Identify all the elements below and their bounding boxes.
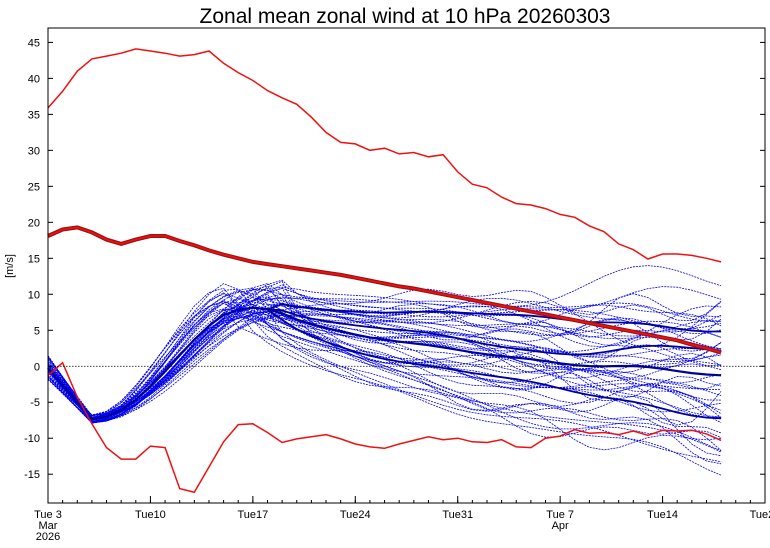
ensemble-member-line [47, 298, 722, 423]
ensemble-member-line [47, 303, 722, 426]
ensemble-member-line [47, 314, 722, 422]
y-tick-label: -5 [30, 397, 40, 409]
x-tick-label: Tue 3 [34, 509, 62, 521]
x-tick-label: Tue24 [340, 509, 371, 521]
climatology-min-line [47, 361, 722, 494]
y-tick-label: 10 [28, 289, 40, 301]
ensemble-mean-line [47, 306, 722, 421]
y-tick-label: 45 [28, 37, 40, 49]
ensemble-member-line [47, 315, 722, 465]
y-tick-label: 30 [28, 145, 40, 157]
y-tick-label: 15 [28, 253, 40, 265]
ensemble-member-line [47, 315, 722, 451]
ensemble-member-line [47, 287, 722, 452]
ensemble-member-line [47, 300, 722, 420]
ensemble-member-line [47, 287, 722, 417]
ensemble-member-line [47, 289, 722, 416]
x-tick-sublabel: Mar [39, 520, 58, 532]
ensemble-member-line [47, 288, 722, 416]
x-tick-label: Tue14 [647, 509, 678, 521]
ensemble-member-line [47, 286, 722, 419]
y-tick-label: -10 [24, 433, 40, 445]
ensemble-member-line [47, 296, 722, 423]
ensemble-member-line [47, 285, 722, 419]
y-tick-label: 20 [28, 217, 40, 229]
ensemble-member-line [47, 265, 722, 424]
y-tick-label: 40 [28, 73, 40, 85]
ensemble-member-line [47, 296, 722, 417]
y-tick-label: 0 [34, 361, 40, 373]
ensemble-member-line [47, 297, 722, 423]
y-axis-label: [m/s] [4, 254, 16, 278]
ensemble-member-line [47, 293, 722, 416]
ensemble-member-line [47, 302, 722, 419]
ensemble-member-line [47, 296, 722, 416]
plot-frame [47, 27, 766, 504]
climatology-mean-line [47, 226, 722, 354]
ensemble-member-line [47, 283, 722, 419]
ensemble-member-line [47, 288, 722, 422]
ensemble-member-line [47, 306, 722, 423]
climatology-mean-line-outline [47, 225, 722, 355]
x-tick-label: Tue10 [135, 509, 166, 521]
x-tick-label: Tue31 [442, 509, 473, 521]
x-tick-sublabel: 2026 [36, 531, 60, 543]
y-tick-label: 25 [28, 181, 40, 193]
x-tick-label: Tue21 [750, 509, 770, 521]
ensemble-member-line [47, 299, 722, 476]
ensemble-member-line [47, 280, 722, 434]
y-tick-label: -15 [24, 469, 40, 481]
y-axis-ticks: -15 -10 -5 0 5 10 15 20 25 30 35 40 45 [24, 37, 765, 481]
x-tick-label: Tue 7 [546, 509, 574, 521]
ensemble-member-line [47, 311, 722, 463]
x-tick-label: Tue17 [237, 509, 268, 521]
y-tick-label: 5 [34, 325, 40, 337]
climatology-lines [47, 48, 722, 494]
climatology-max-line [47, 48, 722, 263]
ensemble-member-line [47, 293, 722, 420]
ensemble-member-line [47, 287, 722, 451]
ensemble-member-line [47, 303, 722, 438]
ensemble-member-line [47, 284, 722, 420]
ensemble-members [47, 265, 722, 476]
ensemble-member-line [47, 309, 722, 416]
ensemble-member-line [47, 292, 722, 421]
y-tick-label: 35 [28, 109, 40, 121]
ensemble-member-line [47, 287, 722, 419]
ensemble-member-line [47, 305, 722, 423]
x-tick-sublabel: Apr [552, 520, 569, 532]
ensemble-member-line [47, 301, 722, 418]
chart-title: Zonal mean zonal wind at 10 hPa 20260303 [200, 5, 611, 28]
ensemble-member-line [47, 310, 722, 420]
